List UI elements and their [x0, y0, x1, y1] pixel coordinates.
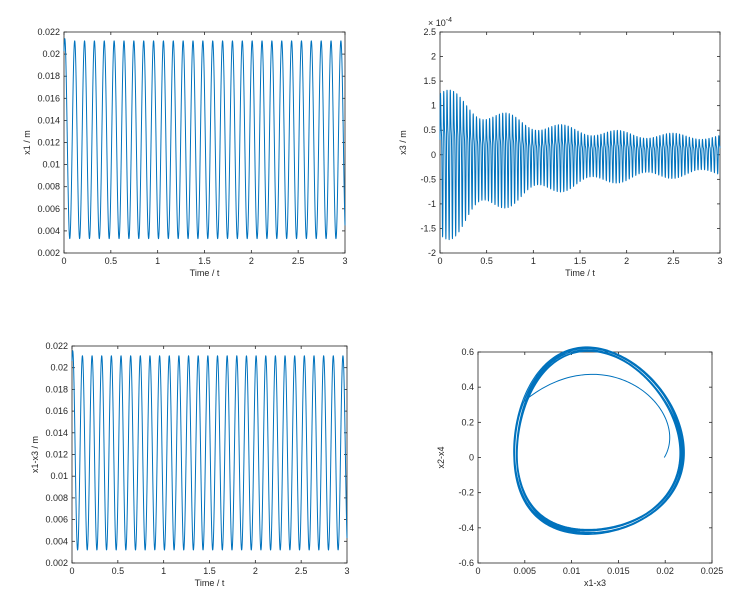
x-tick-label: 0	[69, 566, 74, 576]
y-tick-label: 0.02	[50, 363, 68, 373]
x-tick-label: 1	[531, 256, 536, 266]
y-tick-label: 0.016	[37, 93, 60, 103]
y-tick-label: 0.008	[37, 182, 60, 192]
x-axis-label: x1-x3	[584, 578, 606, 588]
x-tick-label: 0.5	[112, 566, 125, 576]
y-tick-label: 0.004	[45, 536, 68, 546]
x-tick-label: 3	[342, 256, 347, 266]
y-tick-label: 1	[431, 101, 436, 111]
y-tick-label: 0.012	[37, 138, 60, 148]
x-axis-label: Time / t	[190, 268, 220, 278]
series-line	[439, 89, 721, 241]
y-tick-label: -1	[428, 199, 436, 209]
y-tick-label: 0.02	[42, 49, 60, 59]
x-tick-label: 0.5	[480, 256, 493, 266]
y-tick-label: -2	[428, 248, 436, 258]
x-axis-label: Time / t	[565, 268, 595, 278]
x-tick-label: 1.5	[574, 256, 587, 266]
y-tick-label: 0.014	[45, 428, 68, 438]
y-axis-label: x2-x4	[436, 446, 446, 468]
y-tick-label: 0.018	[45, 384, 68, 394]
y-tick-label: -0.4	[458, 523, 474, 533]
x-tick-label: 2	[624, 256, 629, 266]
y-tick-label: 0.006	[45, 515, 68, 525]
y-tick-label: 2.5	[423, 27, 436, 37]
x-tick-label: 2.5	[292, 256, 305, 266]
y-axis-label: x1 / m	[22, 130, 32, 155]
y-tick-label: 2	[431, 52, 436, 62]
y-tick-label: 0.006	[37, 204, 60, 214]
x-tick-label: 0.5	[105, 256, 118, 266]
x-tick-label: 0.01	[563, 566, 581, 576]
y-tick-label: 0.018	[37, 71, 60, 81]
x-tick-label: 2	[253, 566, 258, 576]
y-tick-label: 0.022	[45, 341, 68, 351]
chart-bottom-right: 0 0.005 0.01 0.015 0.02 0.025 -0.6 -0.4 -0.2 0 0.2…	[436, 346, 724, 588]
y-tick-label: 0.004	[37, 226, 60, 236]
x-tick-label: 1.5	[203, 566, 216, 576]
x-tick-label: 3	[717, 256, 722, 266]
chart-bottom-left: 0 0.5 1 1.5 2 2.5 3 0.002 0.004 0.006 0.008 0.01 0.0…	[30, 341, 350, 588]
x-tick-label: 2.5	[667, 256, 680, 266]
y-tick-label: -0.5	[420, 174, 436, 184]
y-axis-label: x3 / m	[398, 130, 408, 155]
y-tick-label: 0.016	[45, 406, 68, 416]
x-tick-label: 1	[155, 256, 160, 266]
y-tick-label: 0.002	[45, 558, 68, 568]
y-tick-label: -0.2	[458, 488, 474, 498]
y-tick-label: 0.4	[461, 382, 474, 392]
y-tick-label: 1.5	[423, 76, 436, 86]
plot-frame	[477, 351, 713, 564]
series-line	[513, 346, 685, 535]
x-tick-label: 0	[437, 256, 442, 266]
x-tick-label: 2	[249, 256, 254, 266]
x-tick-label: 0	[475, 566, 480, 576]
chart-top-left: 0 0.5 1 1.5 2 2.5 3 0.002 0.004 0.006 0.008 0.01 0.0…	[22, 27, 348, 278]
x-tick-label: 0.005	[514, 566, 537, 576]
plot-frame	[439, 31, 721, 254]
y-tick-label: 0.6	[461, 347, 474, 357]
y-tick-label: -1.5	[420, 223, 436, 233]
y-axis-label: x1-x3 / m	[30, 436, 40, 473]
x-tick-label: 0	[61, 256, 66, 266]
chart-top-right: 0 0.5 1 1.5 2 2.5 3 -2 -1.5 -1 -0.5 0 0.5 1 1.5 2 2.5 Tim…	[398, 17, 723, 278]
y-tick-label: 0.014	[37, 115, 60, 125]
y-tick-label: 0	[469, 453, 474, 463]
y-tick-label: 0.01	[50, 471, 68, 481]
x-tick-label: 1	[161, 566, 166, 576]
y-tick-label: 0	[431, 150, 436, 160]
y-tick-label: 0.002	[37, 248, 60, 258]
x-tick-label: 1.5	[198, 256, 211, 266]
y-tick-label: 0.022	[37, 27, 60, 37]
x-tick-label: 0.015	[607, 566, 630, 576]
x-tick-label: 0.02	[656, 566, 674, 576]
y-tick-label: 0.2	[461, 417, 474, 427]
y-tick-label: 0.01	[42, 160, 60, 170]
y-tick-label: 0.008	[45, 493, 68, 503]
x-tick-label: 0.025	[701, 566, 724, 576]
y-tick-label: -0.6	[458, 558, 474, 568]
series-line	[63, 38, 346, 240]
x-tick-label: 3	[344, 566, 349, 576]
y-tick-label: 0.5	[423, 125, 436, 135]
exponent-label: × 10-4	[428, 17, 452, 28]
y-tick-label: 0.012	[45, 450, 68, 460]
x-tick-label: 2.5	[295, 566, 308, 576]
series-line	[71, 350, 348, 551]
x-axis-label: Time / t	[195, 578, 225, 588]
